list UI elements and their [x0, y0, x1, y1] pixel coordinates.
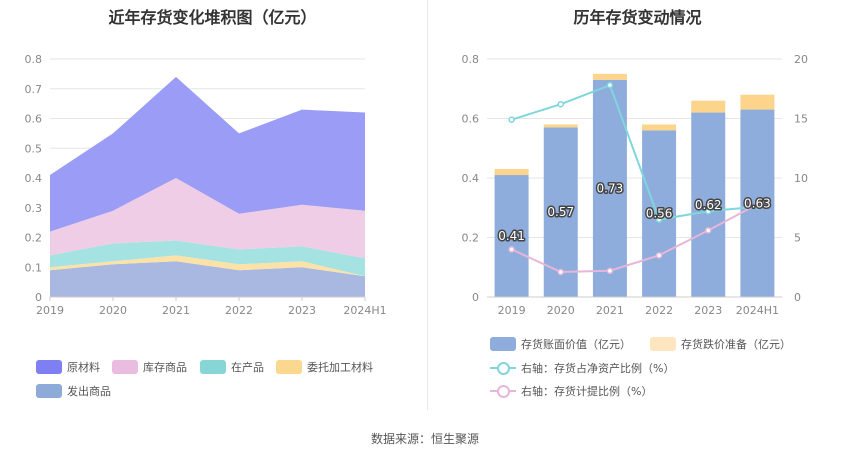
legend-swatch: [36, 384, 62, 398]
x-tick-label: 2020: [99, 304, 127, 317]
legend-line-swatch: [490, 384, 516, 398]
y-tick-label: 0.7: [25, 83, 43, 96]
bar-book-value: [642, 130, 677, 297]
line-point: [705, 208, 712, 215]
x-tick-label: 2021: [162, 304, 190, 317]
bar-data-label: 0.73: [597, 181, 624, 195]
legend-item-goods-shipped[interactable]: 发出商品: [36, 383, 111, 399]
line-provision-ratio: [511, 203, 758, 274]
bar-impairment: [642, 124, 677, 131]
y-tick-label: 0.2: [462, 232, 480, 245]
bar-impairment: [494, 169, 529, 176]
legend-label: 发出商品: [67, 385, 111, 398]
line-point: [705, 227, 712, 234]
line-point: [606, 267, 614, 275]
bar-impairment: [691, 100, 726, 113]
legend-swatch: [112, 360, 138, 374]
bar-data-label: 0.57: [547, 205, 574, 219]
x-tick-label: 2020: [547, 304, 575, 317]
legend-item-provision-ratio[interactable]: 右轴：存货计提比例（%）: [490, 383, 652, 399]
bar-data-label: 0.62: [695, 198, 722, 212]
legend-label: 在产品: [231, 361, 264, 374]
x-tick-label: 2019: [498, 304, 526, 317]
legend-swatch: [490, 337, 516, 351]
area-series: [50, 261, 365, 297]
y-tick-label: 0: [472, 291, 479, 304]
area-series: [50, 76, 365, 232]
x-tick-label: 2019: [36, 304, 64, 317]
x-tick-label: 2024H1: [343, 304, 386, 317]
area-series: [50, 178, 365, 259]
legend-item-wip[interactable]: 在产品: [200, 359, 264, 375]
y-tick-label: 0.8: [25, 53, 43, 66]
legend-label: 原材料: [67, 361, 100, 374]
legend-label: 存货跌价准备（亿元）: [681, 338, 791, 351]
legend-line-swatch: [490, 361, 516, 375]
line-point: [508, 246, 515, 253]
y2-tick-label: 20: [794, 53, 808, 66]
legend-swatch: [650, 337, 676, 351]
y-tick-label: 0.3: [25, 202, 43, 215]
data-source: 数据来源：恒生聚源: [370, 432, 479, 446]
bar-data-label: 0.41: [498, 229, 525, 243]
legend-item-net-asset-ratio[interactable]: 右轴：存货占净资产比例（%）: [490, 360, 674, 376]
x-tick-label: 2021: [596, 304, 624, 317]
y-tick-label: 0: [35, 291, 42, 304]
legend-label: 存货账面价值（亿元）: [521, 338, 631, 351]
legend-swatch: [200, 360, 226, 374]
legend-label: 右轴：存货占净资产比例（%）: [521, 362, 675, 375]
legend-swatch: [36, 360, 62, 374]
right-chart-title: 历年存货变动情况: [573, 8, 702, 27]
x-tick-label: 2022: [645, 304, 673, 317]
y-tick-label: 0.5: [25, 142, 43, 155]
left-chart-title: 近年存货变化堆积图（亿元）: [108, 8, 317, 27]
y-tick-label: 0.4: [25, 172, 43, 185]
bar-data-label: 0.63: [744, 196, 771, 210]
x-tick-label: 2024H1: [736, 304, 779, 317]
y2-tick-label: 15: [794, 113, 808, 126]
stacked-area-chart: 0 0.1 0.2 0.3 0.4 0.5 0.6 0.7 0.8 2019 2020 2021 202…: [25, 53, 387, 317]
legend-item-consigned-materials[interactable]: 委托加工材料: [276, 359, 373, 375]
bar-impairment: [740, 94, 775, 110]
line-point: [655, 216, 663, 223]
legend-label: 委托加工材料: [307, 361, 373, 374]
x-tick-label: 2022: [225, 304, 253, 317]
y2-tick-label: 10: [794, 172, 808, 185]
line-point: [606, 81, 614, 89]
bar-impairment: [592, 73, 627, 80]
legend-item-impairment[interactable]: 存货跌价准备（亿元）: [650, 336, 791, 352]
x-tick-label: 2023: [288, 304, 316, 317]
line-point: [655, 252, 663, 259]
y-tick-label: 0.2: [25, 232, 43, 245]
line-point: [557, 268, 564, 276]
panel-divider: [427, 0, 428, 410]
y-tick-label: 0.1: [25, 261, 43, 274]
legend-item-raw-material[interactable]: 原材料: [36, 359, 100, 375]
line-point: [557, 100, 564, 108]
legend-swatch: [276, 360, 302, 374]
legend-item-book-value[interactable]: 存货账面价值（亿元）: [490, 336, 631, 352]
y-tick-label: 0.8: [462, 53, 480, 66]
legend-item-finished-goods[interactable]: 库存商品: [112, 359, 187, 375]
legend-label: 右轴：存货计提比例（%）: [521, 385, 653, 398]
bar-impairment: [543, 124, 578, 128]
y2-tick-label: 5: [794, 232, 801, 245]
y-tick-label: 0.6: [25, 113, 43, 126]
y2-tick-label: 0: [794, 291, 801, 304]
bar-data-label: 0.56: [646, 207, 673, 221]
line-point: [508, 116, 515, 123]
line-point: [754, 200, 761, 208]
area-series: [50, 240, 365, 277]
bar-book-value: [691, 112, 726, 297]
area-series: [50, 255, 365, 277]
legend-label: 库存商品: [143, 361, 187, 374]
y-tick-label: 0.4: [462, 172, 480, 185]
line-net-asset-ratio: [511, 83, 758, 221]
bar-book-value: [494, 175, 529, 297]
x-tick-label: 2023: [694, 304, 722, 317]
inventory-bar-line-chart: 0 0.2 0.4 0.6 0.8 0 5 10 15 20 2019 2020 2021 2022 202…: [462, 53, 809, 317]
y-tick-label: 0.6: [462, 113, 480, 126]
bar-book-value: [543, 127, 578, 297]
